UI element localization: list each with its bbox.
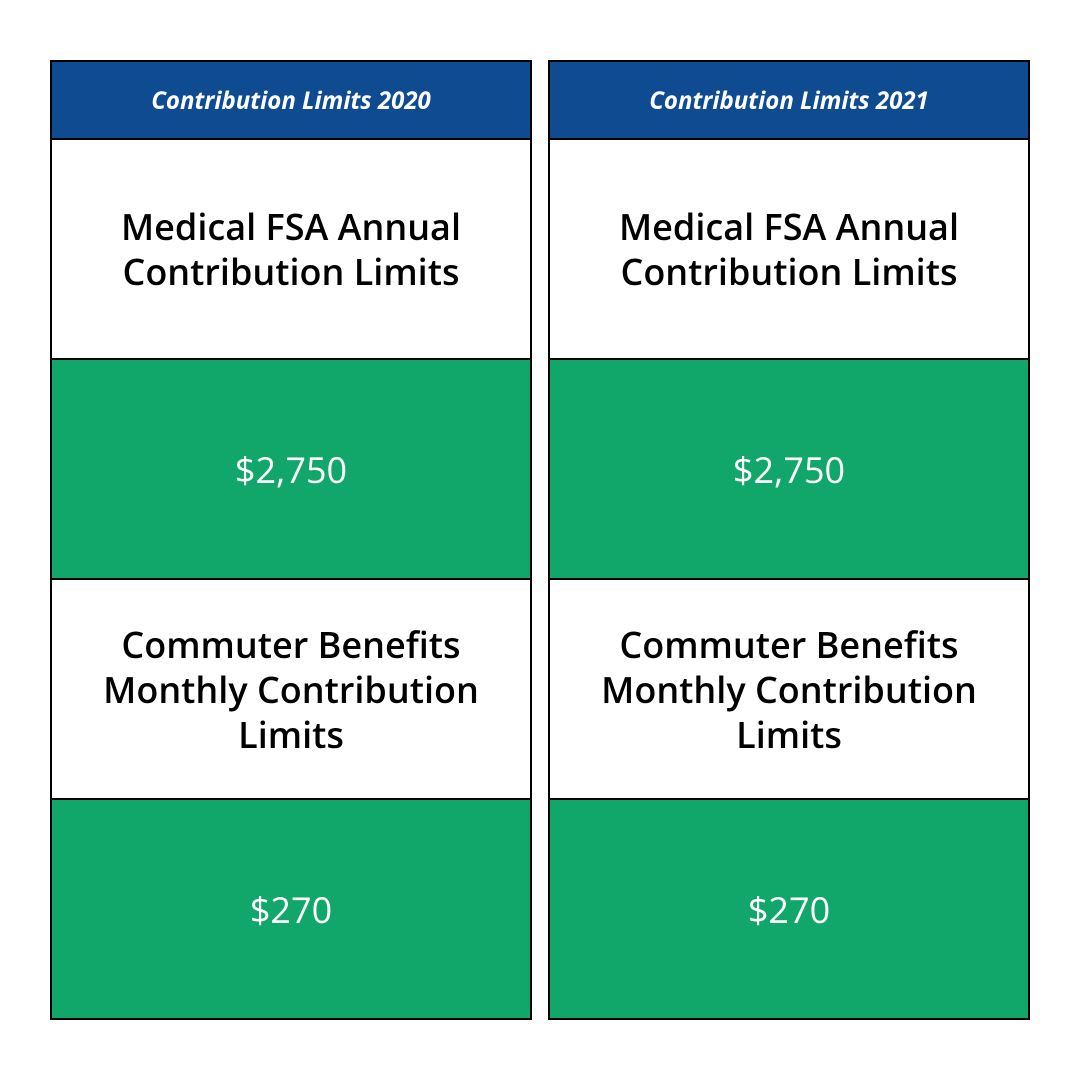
medical-fsa-label-2020: Medical FSA Annual Contribution Limits bbox=[50, 138, 532, 360]
medical-fsa-label-2021: Medical FSA Annual Contribution Limits bbox=[548, 138, 1030, 360]
commuter-label-2021: Commuter Benefits Monthly Contribution L… bbox=[548, 578, 1030, 800]
commuter-value-2020: $270 bbox=[50, 798, 532, 1020]
medical-fsa-value-2021: $2,750 bbox=[548, 358, 1030, 580]
medical-fsa-value-2020: $2,750 bbox=[50, 358, 532, 580]
column-header-2021: Contribution Limits 2021 bbox=[548, 60, 1030, 140]
commuter-value-2021: $270 bbox=[548, 798, 1030, 1020]
column-header-2020: Contribution Limits 2020 bbox=[50, 60, 532, 140]
commuter-label-2020: Commuter Benefits Monthly Contribution L… bbox=[50, 578, 532, 800]
contribution-limits-grid: Contribution Limits 2020 Contribution Li… bbox=[50, 60, 1030, 1020]
